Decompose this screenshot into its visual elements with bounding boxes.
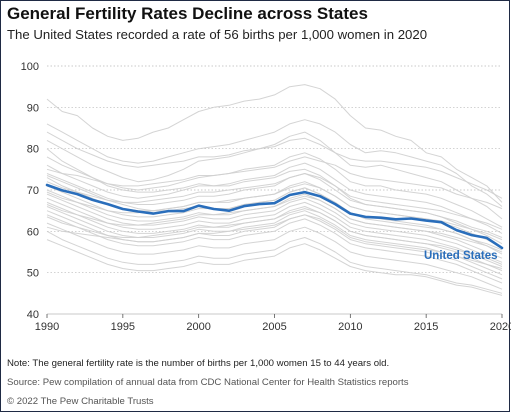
series-line-state-26 [46, 175, 503, 251]
series-line-state-3 [46, 131, 503, 220]
series-line-state-18 [46, 239, 503, 296]
series-line-state-2 [46, 119, 503, 207]
x-tick-label-1995: 1995 [111, 321, 135, 333]
series-line-united-states [45, 183, 504, 250]
series-line-state-5 [46, 162, 503, 234]
series-line-state-1 [46, 84, 503, 203]
y-tick-label-70: 70 [27, 185, 39, 197]
chart-subtitle: The United States recorded a rate of 56 … [7, 27, 428, 42]
footnote: Note: The general fertility rate is the … [7, 358, 390, 369]
state-series-group [46, 84, 503, 296]
x-tick-label-2010: 2010 [338, 321, 362, 333]
x-tick-label-2005: 2005 [262, 321, 286, 333]
x-tick-label-2015: 2015 [414, 321, 438, 333]
y-tick-label-80: 80 [27, 144, 39, 156]
series-line-state-16 [46, 222, 503, 290]
series-line-state-10 [46, 193, 503, 263]
x-tick-label-2020: 2020 [490, 321, 511, 333]
series-line-state-4 [46, 152, 503, 228]
y-axis: 100 90 80 70 60 50 40 [21, 61, 39, 321]
series-line-state-17 [46, 230, 503, 294]
y-tick-label-90: 90 [27, 102, 39, 114]
y-tick-label-50: 50 [27, 268, 39, 280]
x-tick-label-2000: 2000 [186, 321, 210, 333]
y-tick-label-100: 100 [21, 61, 39, 73]
x-tick-label-1990: 1990 [35, 321, 59, 333]
y-tick-label-60: 60 [27, 226, 39, 238]
chart-title: General Fertility Rates Decline across S… [7, 4, 368, 23]
series-line-state-11 [46, 197, 503, 267]
series-line-state-23 [46, 208, 503, 265]
series-line-state-19 [46, 156, 503, 210]
x-axis: 1990 1995 2000 2005 2010 2015 2020 [35, 314, 511, 333]
series-line-state-24 [46, 148, 503, 238]
series-line-state-27 [46, 214, 503, 269]
us-series-group [45, 183, 504, 250]
us-series-label: United States [424, 250, 498, 262]
y-tick-label-40: 40 [27, 309, 39, 321]
source-note: Source: Pew compilation of annual data f… [7, 377, 409, 388]
series-line-state-22 [46, 195, 503, 253]
series-line-state-21 [46, 183, 503, 241]
series-line-state-20 [46, 173, 503, 230]
series-line-state-25 [46, 131, 503, 199]
line-chart: 100 90 80 70 60 50 40 1990 1995 2000 2005 2010 2015… [21, 61, 511, 333]
copyright-note: © 2022 The Pew Charitable Trusts [7, 396, 154, 407]
series-line-state-15 [46, 214, 503, 284]
series-line-state-13 [46, 206, 503, 276]
